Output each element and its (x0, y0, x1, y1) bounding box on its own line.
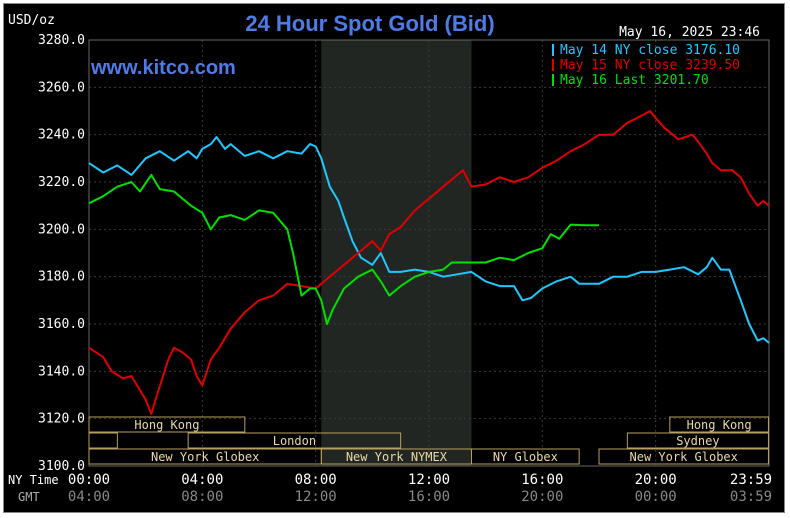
y-tick-label: 3200.0 (38, 222, 85, 237)
y-tick-label: 3140.0 (38, 364, 85, 379)
y-tick-label: 3280.0 (38, 33, 85, 48)
legend-entry: May 15 NY close 3239.50 (560, 58, 740, 73)
gmt-time-tick: 03:59 (730, 489, 772, 505)
gmt-time-tick: 16:00 (408, 489, 450, 505)
ny-time-tick: 20:00 (635, 472, 677, 488)
session-label: Sydney (676, 434, 719, 448)
gmt-time-tick: 20:00 (521, 489, 563, 505)
y-tick-label: 3100.0 (38, 459, 85, 474)
y-tick-label: 3240.0 (38, 128, 85, 143)
ny-time-tick: 23:59 (730, 472, 772, 488)
chart-timestamp: May 16, 2025 23:46 (619, 25, 760, 40)
plot-border (88, 39, 770, 467)
session-box (88, 416, 246, 433)
session-box (187, 432, 402, 449)
kitco-watermark: www.kitco.com (90, 57, 236, 79)
legend-entry: May 16 Last 3201.70 (560, 73, 709, 88)
session-label: New York NYMEX (346, 450, 448, 464)
nymex-shaded-region (321, 40, 472, 466)
y-tick-label: 3160.0 (38, 317, 85, 332)
gmt-time-tick: 04:00 (68, 489, 110, 505)
chart-frame: Hong Kong London New York Globex New York N… (3, 3, 785, 513)
gmt-row-label: GMT (18, 490, 40, 504)
ny-time-tick: 12:00 (408, 472, 450, 488)
session-box (669, 416, 769, 433)
session-label: London (273, 434, 316, 448)
legend-swatch (552, 74, 554, 86)
ny-time-tick: 04:00 (181, 472, 223, 488)
ny-time-tick: 08:00 (295, 472, 337, 488)
session-label: Hong Kong (687, 418, 752, 432)
gold-price-chart: Hong Kong London New York Globex New York N… (8, 11, 772, 505)
legend-entry: May 14 NY close 3176.10 (560, 43, 740, 58)
chart-title: 24 Hour Spot Gold (Bid) (245, 11, 494, 36)
ny-time-row-label: NY Time (8, 473, 59, 487)
session-label: Hong Kong (134, 418, 199, 432)
session-box (598, 448, 769, 465)
session-box (471, 448, 580, 465)
gmt-time-tick: 00:00 (635, 489, 677, 505)
series-line-3 (88, 173, 599, 325)
y-tick-label: 3220.0 (38, 175, 85, 190)
session-box (88, 432, 118, 449)
session-label: New York Globex (151, 450, 259, 464)
session-label: NY Globex (493, 450, 558, 464)
y-tick-label: 3180.0 (38, 270, 85, 285)
session-box (626, 432, 769, 449)
series-line-2 (88, 110, 770, 415)
session-label: New York Globex (630, 450, 738, 464)
legend-swatch (552, 44, 554, 56)
ny-time-tick: 00:00 (68, 472, 110, 488)
units-label: USD/oz (8, 13, 55, 28)
gmt-time-tick: 08:00 (181, 489, 223, 505)
ny-time-tick: 16:00 (521, 472, 563, 488)
gmt-time-tick: 12:00 (295, 489, 337, 505)
y-tick-label: 3260.0 (38, 80, 85, 95)
y-tick-label: 3120.0 (38, 412, 85, 427)
series-line-1 (88, 136, 770, 344)
legend-swatch (552, 59, 554, 71)
